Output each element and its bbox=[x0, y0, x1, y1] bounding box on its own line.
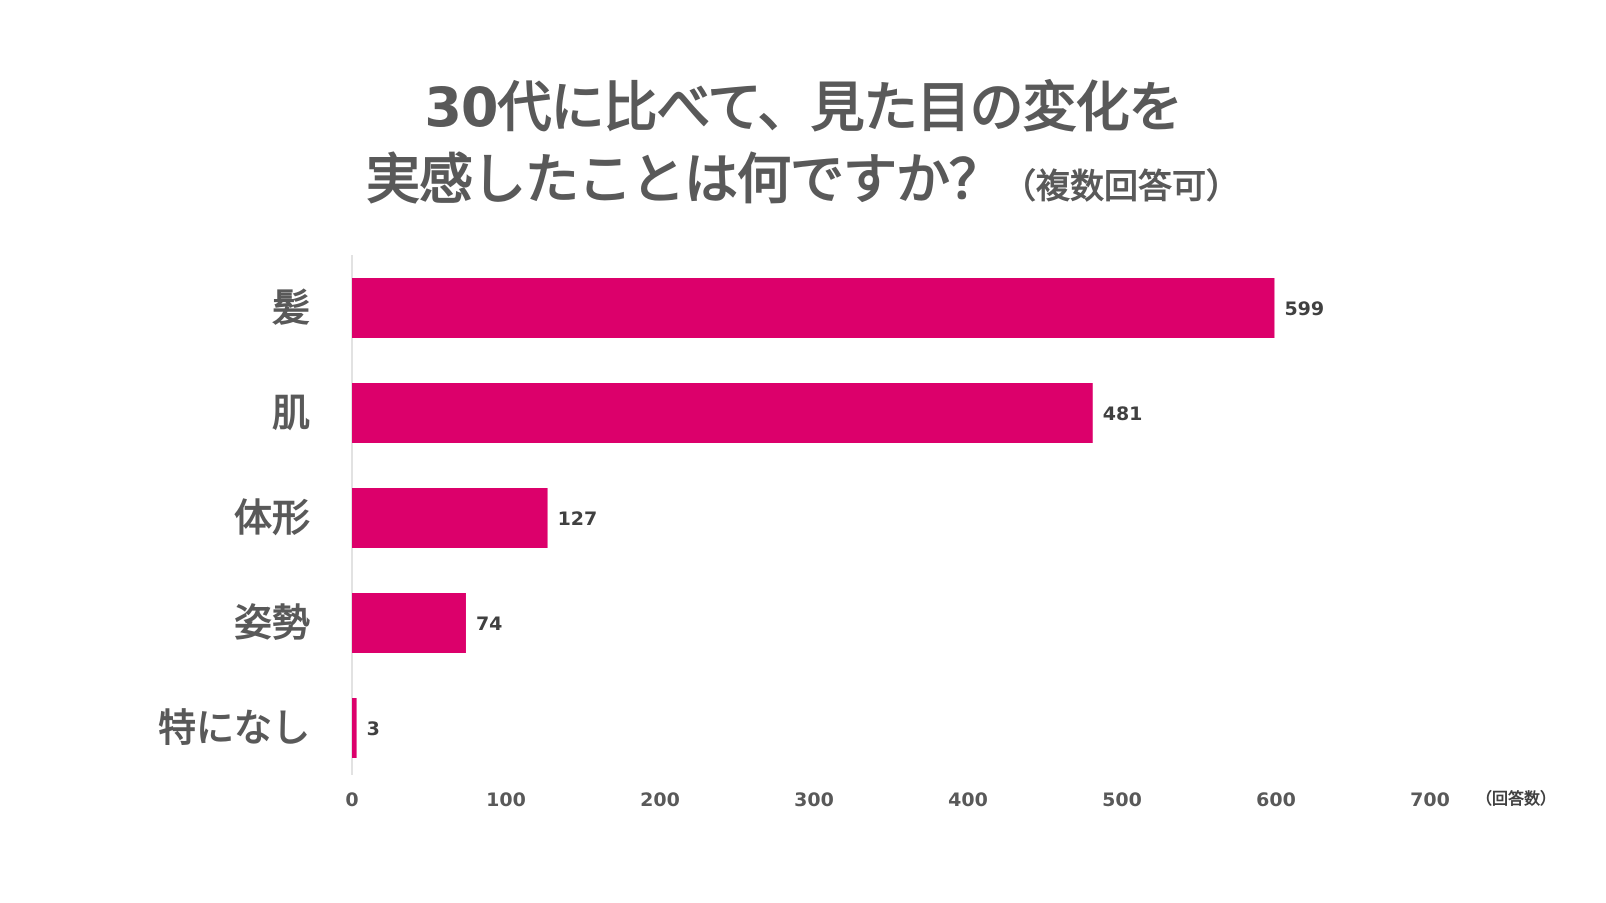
bar-5 bbox=[352, 698, 357, 758]
category-label: 姿勢 bbox=[234, 601, 310, 645]
x-tick-label: 700 bbox=[1410, 789, 1450, 811]
data-label: 74 bbox=[476, 613, 502, 635]
data-label: 3 bbox=[367, 718, 380, 740]
chart-title-note: （複数回答可） bbox=[1002, 167, 1240, 207]
x-tick-label: 0 bbox=[345, 789, 358, 811]
x-axis-unit-label: （回答数） bbox=[1476, 789, 1556, 808]
x-tick-label: 200 bbox=[640, 789, 680, 811]
category-label: 髪 bbox=[272, 286, 310, 330]
bars-layer bbox=[352, 278, 1275, 758]
bar-2 bbox=[352, 383, 1093, 443]
x-tick-label: 300 bbox=[794, 789, 834, 811]
bar-3 bbox=[352, 488, 548, 548]
chart-title-line1: 30代に比べて、見た目の変化を bbox=[424, 76, 1182, 139]
x-tick-label: 400 bbox=[948, 789, 988, 811]
x-tick-label: 100 bbox=[486, 789, 526, 811]
chart-title: 30代に比べて、見た目の変化を 実感したことは何ですか？（複数回答可） bbox=[0, 72, 1606, 223]
x-tick-label: 600 bbox=[1256, 789, 1296, 811]
ticks-layer: 0 100 200 300 400 500 600 700 （回答数） bbox=[345, 789, 1556, 811]
category-label: 肌 bbox=[272, 391, 310, 435]
chart-title-line2: 実感したことは何ですか？（複数回答可） bbox=[0, 144, 1606, 223]
data-label: 481 bbox=[1103, 403, 1143, 425]
x-tick-label: 500 bbox=[1102, 789, 1142, 811]
data-label: 599 bbox=[1284, 298, 1324, 320]
category-label: 体形 bbox=[234, 496, 310, 540]
category-label: 特になし bbox=[158, 706, 310, 750]
labels-layer: 髪 599 肌 481 体形 127 姿勢 74 特になし 3 bbox=[158, 286, 1324, 750]
chart-title-main: 実感したことは何ですか？ bbox=[366, 148, 1003, 211]
data-label: 127 bbox=[558, 508, 598, 530]
bar-4 bbox=[352, 593, 466, 653]
bar-1 bbox=[352, 278, 1275, 338]
